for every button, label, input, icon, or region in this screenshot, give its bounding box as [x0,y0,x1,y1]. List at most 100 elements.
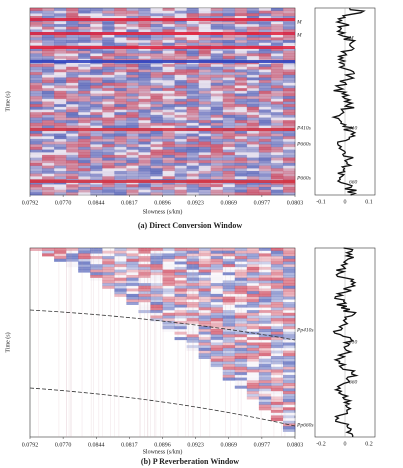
seismic-noise [42,64,55,68]
seismic-noise [282,66,296,70]
seismic-noise [66,93,79,97]
seismic-noise [270,307,284,311]
seismic-noise [78,168,91,172]
seismic-noise [282,318,296,322]
seismic-noise [102,266,115,270]
seismic-noise [234,10,248,14]
seismic-noise [270,16,284,19]
seismic-noise [42,69,55,73]
seismic-noise [138,21,151,25]
seismic-noise [138,138,151,142]
seismic-noise [234,277,248,281]
seismic-noise [234,353,248,357]
seismic-noise [126,114,139,118]
seismic-noise [270,342,284,346]
seismic-noise [270,189,284,193]
seismic-noise [102,77,115,81]
seismic-noise [186,149,199,153]
seismic-noise [258,176,272,180]
seismic-noise [198,337,211,341]
seismic-noise [222,24,236,27]
seismic-noise [222,339,236,343]
seismic-noise [78,37,91,41]
seismic-noise [114,256,127,260]
seismic-noise [222,186,236,190]
seismic-noise [282,380,296,384]
seismic-noise [42,77,55,81]
seismic-noise [258,401,272,405]
seismic-noise [42,16,55,19]
seismic-noise [30,117,43,121]
seismic-noise [186,104,199,108]
seismic-noise [30,133,43,137]
seismic-noise [54,181,67,185]
seismic-noise [270,299,284,303]
seismic-noise [174,288,187,292]
seismic-noise [66,82,79,86]
seismic-noise [78,184,91,188]
seismic-noise [246,323,260,327]
seismic-noise [246,157,260,161]
seismic-noise [198,144,211,148]
seismic-noise [162,285,175,289]
seismic-noise [222,334,236,338]
seismic-noise [114,125,127,129]
seismic-noise [282,21,296,25]
seismic-noise [270,272,284,276]
seismic-noise [210,80,224,84]
seismic-noise [270,152,284,156]
seismic-noise [78,13,91,17]
seismic-noise [162,253,175,257]
seismic-noise [246,149,260,153]
seismic-noise [210,186,224,190]
seismic-noise [246,40,260,44]
seismic-noise [246,74,260,78]
seismic-noise [114,106,127,110]
seismic-noise [102,130,115,134]
seismic-noise [246,93,260,97]
seismic-noise [282,141,296,145]
seismic-noise [282,189,296,193]
seismic-noise [210,8,224,11]
seismic-noise [42,42,55,46]
seismic-noise [66,80,79,84]
seismic-noise [282,50,296,54]
seismic-noise [30,146,43,150]
seismic-noise [138,293,151,297]
seismic-noise [30,173,43,177]
seismic-noise [126,264,139,268]
seismic-noise [282,109,296,113]
seismic-noise [30,72,43,76]
seismic-noise [186,109,199,113]
seismic-noise [150,253,163,257]
seismic-noise [270,29,284,33]
seismic-noise [102,138,115,142]
seismic-noise [138,82,151,86]
seismic-noise [282,261,296,265]
seismic-noise [162,72,175,76]
seismic-noise [186,8,199,11]
seismic-noise [246,77,260,81]
seismic-noise [282,366,296,370]
seismic-noise [150,50,163,54]
seismic-noise [102,283,115,287]
seismic-noise [258,337,272,341]
seismic-noise [138,136,151,140]
seismic-noise [138,106,151,110]
seismic-noise [90,82,103,86]
seismic-noise [150,66,163,70]
seismic-noise [78,165,91,169]
seismic-noise [258,186,272,190]
seismic-noise [174,144,187,148]
trace-label: 410 [349,124,358,131]
seismic-noise [150,307,163,311]
seismic-noise [102,264,115,268]
trace-label: 660 [349,379,358,385]
seismic-noise [234,93,248,97]
seismic-noise [114,24,127,27]
seismic-noise [162,42,175,46]
seismic-noise [174,101,187,105]
seismic-noise [138,248,151,251]
seismic-noise [234,125,248,129]
seismic-noise [174,48,187,52]
